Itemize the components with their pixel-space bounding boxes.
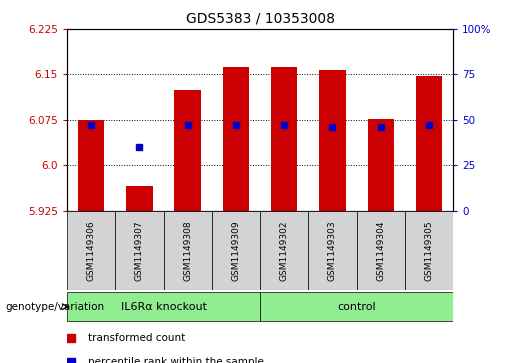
FancyBboxPatch shape xyxy=(308,211,356,290)
Title: GDS5383 / 10353008: GDS5383 / 10353008 xyxy=(185,11,335,25)
Text: GSM1149307: GSM1149307 xyxy=(135,220,144,281)
Text: control: control xyxy=(337,302,376,312)
FancyBboxPatch shape xyxy=(115,211,163,290)
FancyBboxPatch shape xyxy=(260,292,453,322)
FancyBboxPatch shape xyxy=(356,211,405,290)
Bar xyxy=(271,67,298,211)
Bar xyxy=(416,76,442,211)
Text: GSM1149306: GSM1149306 xyxy=(87,220,96,281)
Text: GSM1149308: GSM1149308 xyxy=(183,220,192,281)
Text: genotype/variation: genotype/variation xyxy=(5,302,104,312)
Text: GSM1149309: GSM1149309 xyxy=(231,220,241,281)
Bar xyxy=(175,90,201,211)
Bar xyxy=(368,119,394,211)
FancyBboxPatch shape xyxy=(212,211,260,290)
Text: percentile rank within the sample: percentile rank within the sample xyxy=(88,357,264,363)
Text: GSM1149303: GSM1149303 xyxy=(328,220,337,281)
Text: GSM1149304: GSM1149304 xyxy=(376,220,385,281)
Bar xyxy=(319,70,346,211)
Bar xyxy=(78,120,105,211)
FancyBboxPatch shape xyxy=(67,211,115,290)
FancyBboxPatch shape xyxy=(67,292,260,322)
FancyBboxPatch shape xyxy=(163,211,212,290)
Bar xyxy=(222,67,249,211)
FancyBboxPatch shape xyxy=(260,211,308,290)
Text: GSM1149302: GSM1149302 xyxy=(280,220,289,281)
Bar xyxy=(126,186,152,211)
FancyBboxPatch shape xyxy=(405,211,453,290)
Text: IL6Rα knockout: IL6Rα knockout xyxy=(121,302,207,312)
Text: transformed count: transformed count xyxy=(88,334,185,343)
Text: GSM1149305: GSM1149305 xyxy=(424,220,434,281)
